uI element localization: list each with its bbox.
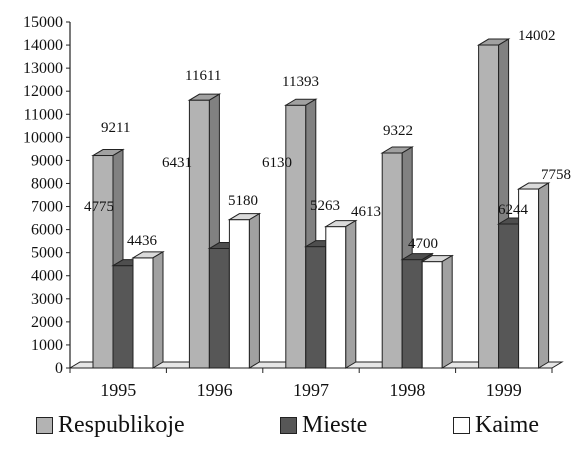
data-label: 4775 xyxy=(84,199,114,215)
bar-front xyxy=(305,246,327,369)
y-tick-label: 13000 xyxy=(23,60,63,77)
bar-front xyxy=(325,226,347,369)
legend-item-kaime: Kaime xyxy=(453,412,539,439)
bar-side xyxy=(152,250,164,369)
data-label: 4700 xyxy=(408,236,438,252)
bar-front xyxy=(498,223,520,369)
bar-side xyxy=(441,254,453,369)
bar-front xyxy=(188,99,210,369)
bar-front xyxy=(285,104,307,369)
y-tick-label: 11000 xyxy=(24,106,63,123)
data-label: 14002 xyxy=(518,28,556,44)
bar-side xyxy=(345,219,357,369)
y-tick-label: 4000 xyxy=(31,268,63,285)
y-tick-label: 3000 xyxy=(31,291,63,308)
legend-swatch xyxy=(453,417,470,434)
y-tick-label: 6000 xyxy=(31,222,63,239)
bar-kaime xyxy=(227,212,262,369)
y-tick-label: 7000 xyxy=(31,199,63,216)
data-label: 4436 xyxy=(127,233,158,249)
data-label: 4613 xyxy=(351,204,381,220)
bar-side xyxy=(538,182,550,369)
bar-front xyxy=(401,259,423,369)
x-tick-label: 1997 xyxy=(293,380,329,400)
bar-side xyxy=(248,212,260,369)
legend-item-respublikoje: Respublikoje xyxy=(36,412,185,439)
bar-kaime xyxy=(516,182,551,369)
y-tick-label: 14000 xyxy=(23,37,63,54)
bar-kaime xyxy=(420,254,455,369)
bar-front xyxy=(112,265,134,369)
y-tick-label: 10000 xyxy=(23,129,63,146)
data-label: 5263 xyxy=(310,198,340,214)
bar-front xyxy=(132,257,154,369)
bar-front xyxy=(421,261,443,369)
legend-label: Respublikoje xyxy=(58,412,185,438)
x-tick-label: 1998 xyxy=(389,380,425,400)
y-tick-label: 12000 xyxy=(23,83,63,100)
y-tick-label: 5000 xyxy=(31,245,63,262)
legend-label: Kaime xyxy=(475,412,539,438)
data-label: 6244 xyxy=(498,202,529,218)
bar-front xyxy=(208,248,230,369)
y-tick-label: 15000 xyxy=(23,14,63,31)
data-label: 11611 xyxy=(185,68,221,84)
bar-front xyxy=(381,152,403,369)
data-label: 9211 xyxy=(101,120,130,136)
x-tick-label: 1999 xyxy=(486,380,522,400)
y-tick-label: 1000 xyxy=(31,337,63,354)
y-tick-label: 9000 xyxy=(31,152,63,169)
data-label: 6130 xyxy=(262,155,292,171)
legend-label: Mieste xyxy=(302,412,368,438)
legend-swatch xyxy=(36,417,53,434)
x-tick-label: 1996 xyxy=(197,380,233,400)
data-label: 6431 xyxy=(162,155,192,171)
data-label: 9322 xyxy=(383,123,413,139)
y-tick-label: 8000 xyxy=(31,175,63,192)
data-label: 7758 xyxy=(541,167,571,183)
bar-front xyxy=(228,219,250,369)
bar-kaime xyxy=(323,219,358,369)
bar-front xyxy=(478,44,500,369)
bar-kaime xyxy=(131,250,165,369)
legend-item-mieste: Mieste xyxy=(280,412,367,439)
y-tick-label: 2000 xyxy=(31,314,63,331)
legend: Respublikoje Mieste Kaime xyxy=(0,412,586,448)
data-label: 5180 xyxy=(228,193,258,209)
x-tick-label: 1995 xyxy=(100,380,136,400)
data-label: 11393 xyxy=(282,74,319,90)
y-tick-label: 0 xyxy=(55,360,63,377)
legend-swatch xyxy=(280,417,297,434)
bar-front xyxy=(92,155,114,369)
